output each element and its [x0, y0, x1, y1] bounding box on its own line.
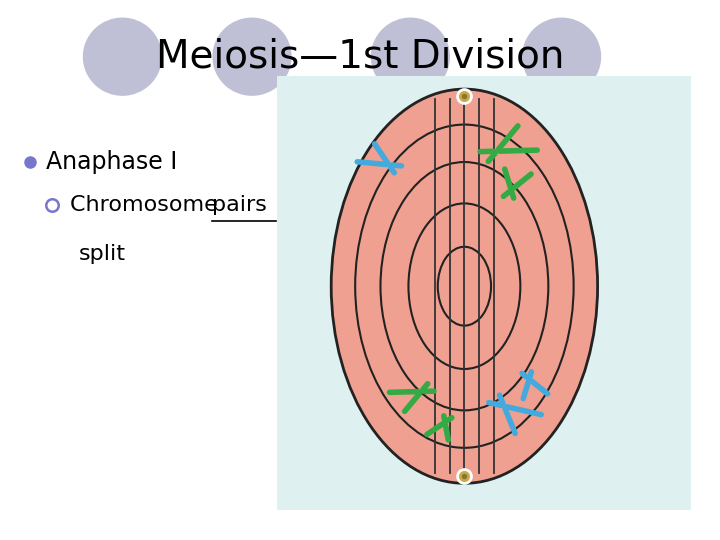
Ellipse shape [522, 17, 601, 96]
Text: Anaphase I: Anaphase I [46, 150, 177, 174]
Text: Chromosome: Chromosome [70, 195, 225, 215]
Text: pairs: pairs [212, 195, 267, 215]
Bar [277, 76, 691, 510]
Text: Meiosis—1st Division: Meiosis—1st Division [156, 38, 564, 76]
Text: split: split [78, 244, 125, 264]
Ellipse shape [212, 17, 292, 96]
Ellipse shape [83, 17, 162, 96]
Ellipse shape [331, 89, 598, 483]
Ellipse shape [371, 17, 450, 96]
